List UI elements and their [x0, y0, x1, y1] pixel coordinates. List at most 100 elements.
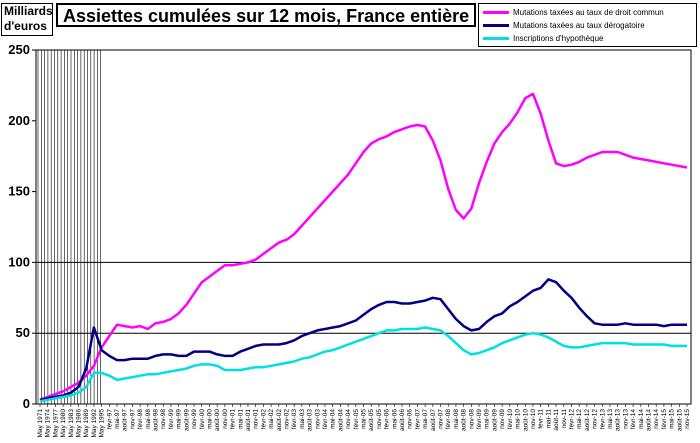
x-tick-label: May 1983 — [68, 409, 75, 438]
x-tick-label: août-13 — [615, 409, 622, 431]
x-tick-label: nov-14 — [653, 409, 660, 429]
x-tick-label: nov-03 — [314, 409, 321, 429]
x-tick-label: févr-07 — [414, 409, 421, 430]
x-tick-label: févr-12 — [569, 409, 576, 430]
x-tick-label: févr-14 — [630, 409, 637, 430]
x-tick-label: févr-99 — [168, 409, 175, 430]
x-tick-label: août-05 — [368, 409, 375, 431]
x-tick-label: May 1992 — [91, 409, 98, 438]
x-tick-label: nov-08 — [468, 409, 475, 429]
x-tick-label: nov-01 — [253, 409, 260, 429]
x-tick-label: août-00 — [214, 409, 221, 431]
x-tick-label: nov-00 — [222, 409, 229, 429]
x-tick-label: nov-05 — [376, 409, 383, 429]
legend-item-hypotheque: Inscriptions d'hypothèque — [483, 33, 603, 45]
x-tick-label: févr-00 — [199, 409, 206, 430]
x-tick-label: févr-05 — [353, 409, 360, 430]
x-tick-label: May 1974 — [45, 409, 52, 438]
x-tick-label: nov-04 — [345, 409, 352, 429]
y-tick-label: 150 — [8, 184, 30, 199]
y-tick-label: 250 — [8, 42, 30, 57]
x-tick-label: août-10 — [522, 409, 529, 431]
y-axis-label: Milliards d'euros — [1, 3, 53, 36]
x-tick-label: nov-07 — [438, 409, 445, 429]
x-tick-label: févr-06 — [384, 409, 391, 430]
x-tick-label: mai-11 — [545, 409, 552, 429]
y-tick-label: 50 — [16, 325, 30, 340]
x-tick-label: févr-01 — [230, 409, 237, 430]
x-tick-label: août-04 — [337, 409, 344, 431]
legend-swatch-derogatoire — [483, 24, 509, 28]
series-lines — [39, 92, 688, 403]
x-tick-label: févr-13 — [599, 409, 606, 430]
chart-title: Assiettes cumulées sur 12 mois, France e… — [56, 3, 477, 27]
legend-label-droit-commun: Mutations taxées au taux de droit commun — [513, 8, 664, 17]
x-tick-label: May 1980 — [60, 409, 67, 438]
x-tick-label: mai-00 — [207, 409, 214, 429]
legend-label-derogatoire: Mutations taxées au taux dérogatoire — [513, 21, 645, 30]
x-tick-label: mai-13 — [607, 409, 614, 429]
legend: Mutations taxées au taux de droit commun… — [478, 3, 697, 47]
x-tick-label: août-06 — [399, 409, 406, 431]
y-tick-label: 0 — [23, 396, 30, 411]
x-tick-label: May 1971 — [37, 409, 44, 438]
x-tick-label: août-02 — [276, 409, 283, 431]
plot-frame — [35, 49, 692, 405]
x-tick-label: févr-08 — [445, 409, 452, 430]
x-tick-label: févr-04 — [322, 409, 329, 430]
x-tick-label: août-08 — [461, 409, 468, 431]
x-tick-label: mai-05 — [361, 409, 368, 429]
x-tick-label: nov-98 — [160, 409, 167, 429]
x-tick-label: nov-97 — [129, 409, 136, 429]
legend-item-droit-commun: Mutations taxées au taux de droit commun — [483, 7, 664, 19]
y-tick-label: 100 — [8, 254, 30, 269]
x-tick-label: août-07 — [430, 409, 437, 431]
x-tick-label: May 1977 — [52, 409, 59, 438]
x-tick-label: août-01 — [245, 409, 252, 431]
x-tick-label: févr-15 — [661, 409, 668, 430]
legend-swatch-hypotheque — [483, 37, 509, 41]
x-tick-label: mai-06 — [391, 409, 398, 429]
x-tick-label: nov-06 — [407, 409, 414, 429]
x-tick-label: mai-99 — [176, 409, 183, 429]
x-tick-label: mai-01 — [237, 409, 244, 429]
x-tick-label: août-03 — [307, 409, 314, 431]
x-tick-label: nov-10 — [530, 409, 537, 429]
x-tick-label: mai-07 — [422, 409, 429, 429]
x-tick-label: mai-03 — [299, 409, 306, 429]
y-axis-ticks: 0 50 100 150 200 250 — [8, 42, 36, 411]
x-tick-label: nov-99 — [191, 409, 198, 429]
x-tick-label: févr-98 — [137, 409, 144, 430]
x-tick-label: févr-09 — [476, 409, 483, 430]
x-tick-label: août-14 — [646, 409, 653, 431]
x-tick-label: mai-04 — [330, 409, 337, 429]
x-tick-label: août-98 — [153, 409, 160, 431]
y-tick-label: 200 — [8, 113, 30, 128]
x-tick-label: nov-15 — [684, 409, 691, 429]
x-tick-label: août-12 — [584, 409, 591, 431]
x-tick-label: mai-14 — [638, 409, 645, 429]
x-tick-label: nov-12 — [592, 409, 599, 429]
x-tick-label: févr-97 — [106, 409, 113, 430]
x-tick-label: août-99 — [183, 409, 190, 431]
horizontal-gridlines — [36, 261, 691, 334]
x-tick-label: févr-02 — [260, 409, 267, 430]
x-tick-label: mai-12 — [576, 409, 583, 429]
x-tick-label: mai-09 — [484, 409, 491, 429]
x-tick-label: mai-15 — [669, 409, 676, 429]
x-tick-label: nov-02 — [284, 409, 291, 429]
x-tick-label: août-09 — [491, 409, 498, 431]
x-tick-label: mai-97 — [114, 409, 121, 429]
x-tick-label: août-11 — [553, 409, 560, 431]
legend-swatch-droit-commun — [483, 11, 509, 15]
legend-item-derogatoire: Mutations taxées au taux dérogatoire — [483, 20, 645, 32]
series-line-1 — [39, 278, 687, 402]
x-tick-label: août-15 — [676, 409, 683, 431]
x-tick-label: mai-08 — [453, 409, 460, 429]
series-line-0 — [39, 92, 688, 401]
x-tick-label: mai-98 — [145, 409, 152, 429]
x-tick-label: May 1986 — [76, 409, 83, 438]
x-tick-label: nov-09 — [499, 409, 506, 429]
x-tick-label: févr-11 — [538, 409, 545, 429]
